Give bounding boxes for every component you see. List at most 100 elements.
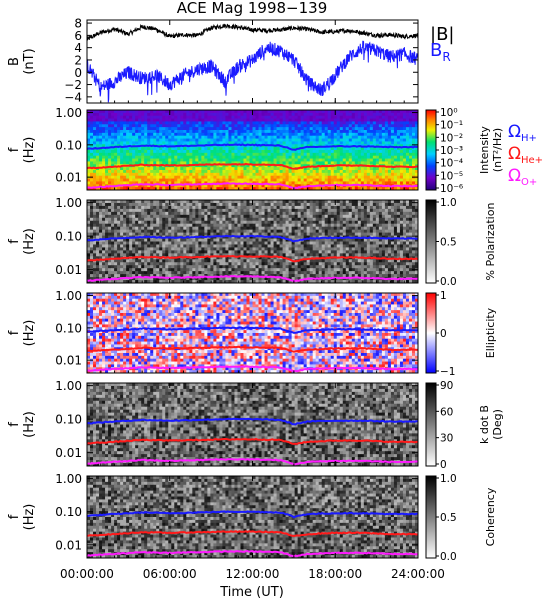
spectrogram-cell xyxy=(102,229,106,233)
spectrogram-cell xyxy=(225,211,229,216)
spectrogram-cell xyxy=(111,241,115,245)
spectrogram-cell xyxy=(159,135,163,139)
spectrogram-cell xyxy=(408,132,413,137)
spectrogram-cell xyxy=(312,229,317,233)
spectrogram-cell xyxy=(303,130,308,134)
spectrogram-cell xyxy=(186,202,190,207)
spectrogram-cell xyxy=(393,132,398,137)
spectrogram-cell xyxy=(339,138,344,142)
spectrogram-cell xyxy=(330,175,335,179)
spectrogram-cell xyxy=(165,244,169,248)
spectrogram-cell xyxy=(228,178,232,182)
spectrogram-cell xyxy=(348,138,353,142)
spectrogram-cell xyxy=(291,127,296,131)
spectrogram-cell xyxy=(357,214,362,219)
spectrogram-cell xyxy=(360,112,365,117)
spectrogram-cell xyxy=(135,130,139,134)
spectrogram-cell xyxy=(396,132,401,137)
spectrogram-cell xyxy=(309,170,314,174)
spectrogram-cell xyxy=(210,167,214,171)
spectrogram-cell xyxy=(324,150,329,154)
spectrogram-cell xyxy=(195,217,199,222)
spectrogram-cell xyxy=(87,167,91,171)
spectrogram-cell xyxy=(231,232,235,236)
spectrogram-cell xyxy=(141,147,145,151)
spectrogram-cell xyxy=(270,175,274,179)
spectrogram-cell xyxy=(345,172,350,177)
spectrogram-cell xyxy=(378,232,383,236)
spectrogram-cell xyxy=(321,241,326,245)
spectrogram-cell xyxy=(285,175,290,179)
spectrogram-cell xyxy=(198,187,202,191)
spectrogram-cell xyxy=(162,150,166,154)
spectrogram-cell xyxy=(324,155,329,159)
spectrogram-cell xyxy=(366,135,371,139)
spectrogram-cell xyxy=(150,138,154,142)
spectrogram-cell xyxy=(165,175,169,179)
spectrogram-cell xyxy=(225,135,229,139)
spectrogram-cell xyxy=(144,229,148,233)
spectrogram-cell xyxy=(144,124,148,128)
spectrogram-cell xyxy=(354,241,359,245)
spectrogram-cell xyxy=(300,112,305,117)
spectrogram-cell xyxy=(141,205,145,210)
spectrogram-cell xyxy=(120,232,124,236)
spectrogram-cell xyxy=(369,127,374,131)
spectrogram-cell xyxy=(138,217,142,222)
spectrogram-cell xyxy=(168,226,172,231)
spectrogram-cell xyxy=(327,208,332,213)
spectrogram-cell xyxy=(174,214,178,219)
spectrogram-cell xyxy=(357,200,362,204)
spectrogram-cell xyxy=(87,155,91,159)
spectrogram-cell xyxy=(363,138,368,142)
spectrogram-cell xyxy=(402,161,407,165)
spectrogram-cell xyxy=(408,217,413,222)
spectrogram-cell xyxy=(297,158,302,162)
spectrogram-cell xyxy=(390,170,395,174)
spectrogram-cell xyxy=(171,127,175,131)
spectrogram-cell xyxy=(318,115,323,119)
spectrogram-cell xyxy=(279,232,283,236)
spectrogram-cell xyxy=(216,235,220,239)
spectrogram-cell xyxy=(261,164,265,168)
spectrogram-cell xyxy=(87,132,91,137)
spectrogram-cell xyxy=(297,217,302,222)
spectrogram-cell xyxy=(174,121,178,125)
spectrogram-cell xyxy=(189,138,193,142)
spectrogram-cell xyxy=(177,178,181,182)
spectrogram-cell xyxy=(339,115,344,119)
spectrogram-cell xyxy=(300,121,305,125)
spectrogram-cell xyxy=(405,226,410,231)
spectrogram-cell xyxy=(114,223,118,228)
spectrogram-cell xyxy=(204,229,208,233)
spectrogram-cell xyxy=(366,112,371,117)
spectrogram-cell xyxy=(153,172,157,177)
y-tick-label: 2 xyxy=(74,53,82,67)
spectrogram-cell xyxy=(384,232,389,236)
spectrogram-cell xyxy=(198,138,202,142)
spectrogram-cell xyxy=(99,241,103,245)
spectrogram-cell xyxy=(327,115,332,119)
spectrogram-cell xyxy=(99,232,103,236)
spectrogram-cell xyxy=(258,241,262,245)
spectrogram-cell xyxy=(225,200,229,204)
spectrogram-cell xyxy=(144,110,148,114)
spectrogram-cell xyxy=(228,110,232,114)
spectrogram-cell xyxy=(174,181,178,185)
spectrogram-cell xyxy=(384,205,389,210)
spectrogram-cell xyxy=(189,229,193,233)
spectrogram-cell xyxy=(297,178,302,182)
spectrogram-cell xyxy=(312,135,317,139)
spectrogram-cell xyxy=(294,110,299,114)
spectrogram-cell xyxy=(408,138,413,142)
spectrogram-cell xyxy=(111,110,115,114)
spectrogram-cell xyxy=(309,223,314,228)
spectrogram-cell xyxy=(177,161,181,165)
spectrogram-cell xyxy=(219,241,223,245)
spectrogram-cell xyxy=(267,181,271,185)
spectrogram-cell xyxy=(147,147,151,151)
spectrogram-cell xyxy=(180,121,184,125)
spectrogram-cell xyxy=(183,127,187,131)
spectrogram-cell xyxy=(243,110,247,114)
spectrogram-cell xyxy=(231,226,235,231)
